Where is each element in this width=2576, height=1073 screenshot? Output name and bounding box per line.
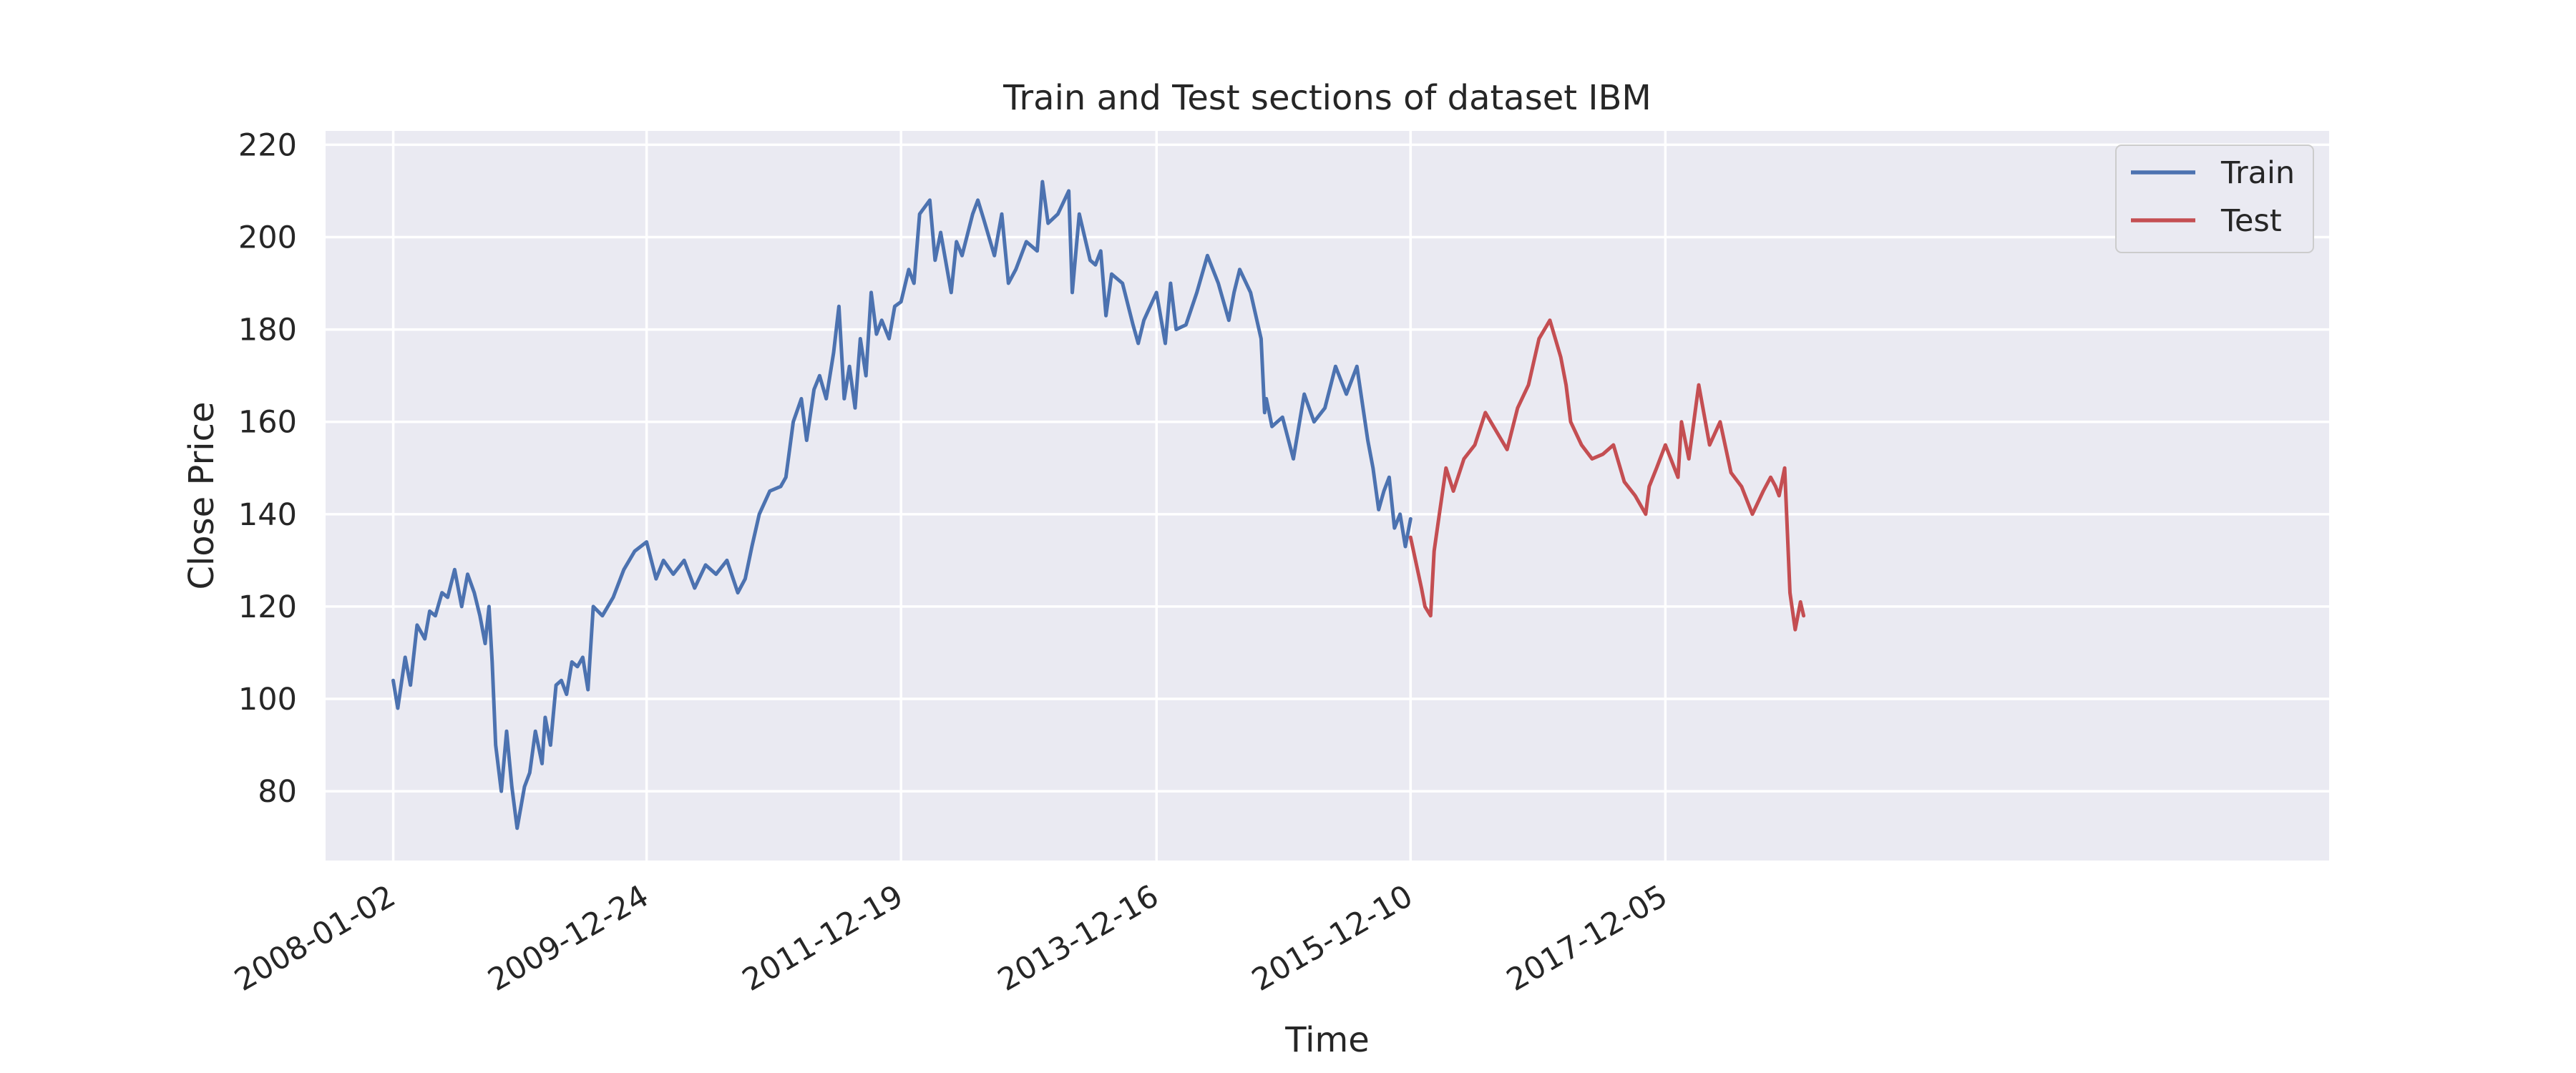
y-tick-label: 180: [238, 313, 297, 348]
grid: [326, 131, 2329, 861]
series-layer: [391, 180, 1806, 831]
x-tick-label: 2011-12-19: [736, 878, 909, 999]
x-tick-label: 2017-12-05: [1501, 878, 1673, 999]
x-tick-label: 2013-12-16: [992, 878, 1164, 999]
x-tick-label: 2008-01-02: [229, 878, 401, 999]
x-tick-label: 2015-12-10: [1246, 878, 1418, 999]
plot-area: [326, 131, 2329, 861]
series-line-test: [1408, 318, 1806, 632]
legend-test-label: Test: [2220, 203, 2282, 239]
x-tick-labels: 2008-01-02 2009-12-24 2011-12-19 2013-12-16…: [229, 878, 1674, 999]
y-tick-label: 200: [238, 220, 297, 255]
y-axis-label: Close Price: [182, 401, 222, 589]
legend: Train Test: [2115, 144, 2314, 253]
y-tick-label: 160: [238, 405, 297, 441]
y-tick-label: 120: [238, 589, 297, 625]
x-tick-label: 2009-12-24: [482, 878, 655, 999]
legend-train-label: Train: [2220, 155, 2295, 191]
y-tick-label: 100: [238, 682, 297, 717]
chart-title: Train and Test sections of dataset IBM: [1002, 78, 1652, 118]
y-tick-label: 140: [238, 497, 297, 533]
y-tick-labels: 80 100 120 140 160 180 200 220: [238, 127, 297, 810]
series-line-train: [391, 180, 1413, 831]
x-axis-label: Time: [1284, 1020, 1369, 1060]
y-tick-label: 220: [238, 127, 297, 163]
y-tick-label: 80: [258, 774, 297, 810]
